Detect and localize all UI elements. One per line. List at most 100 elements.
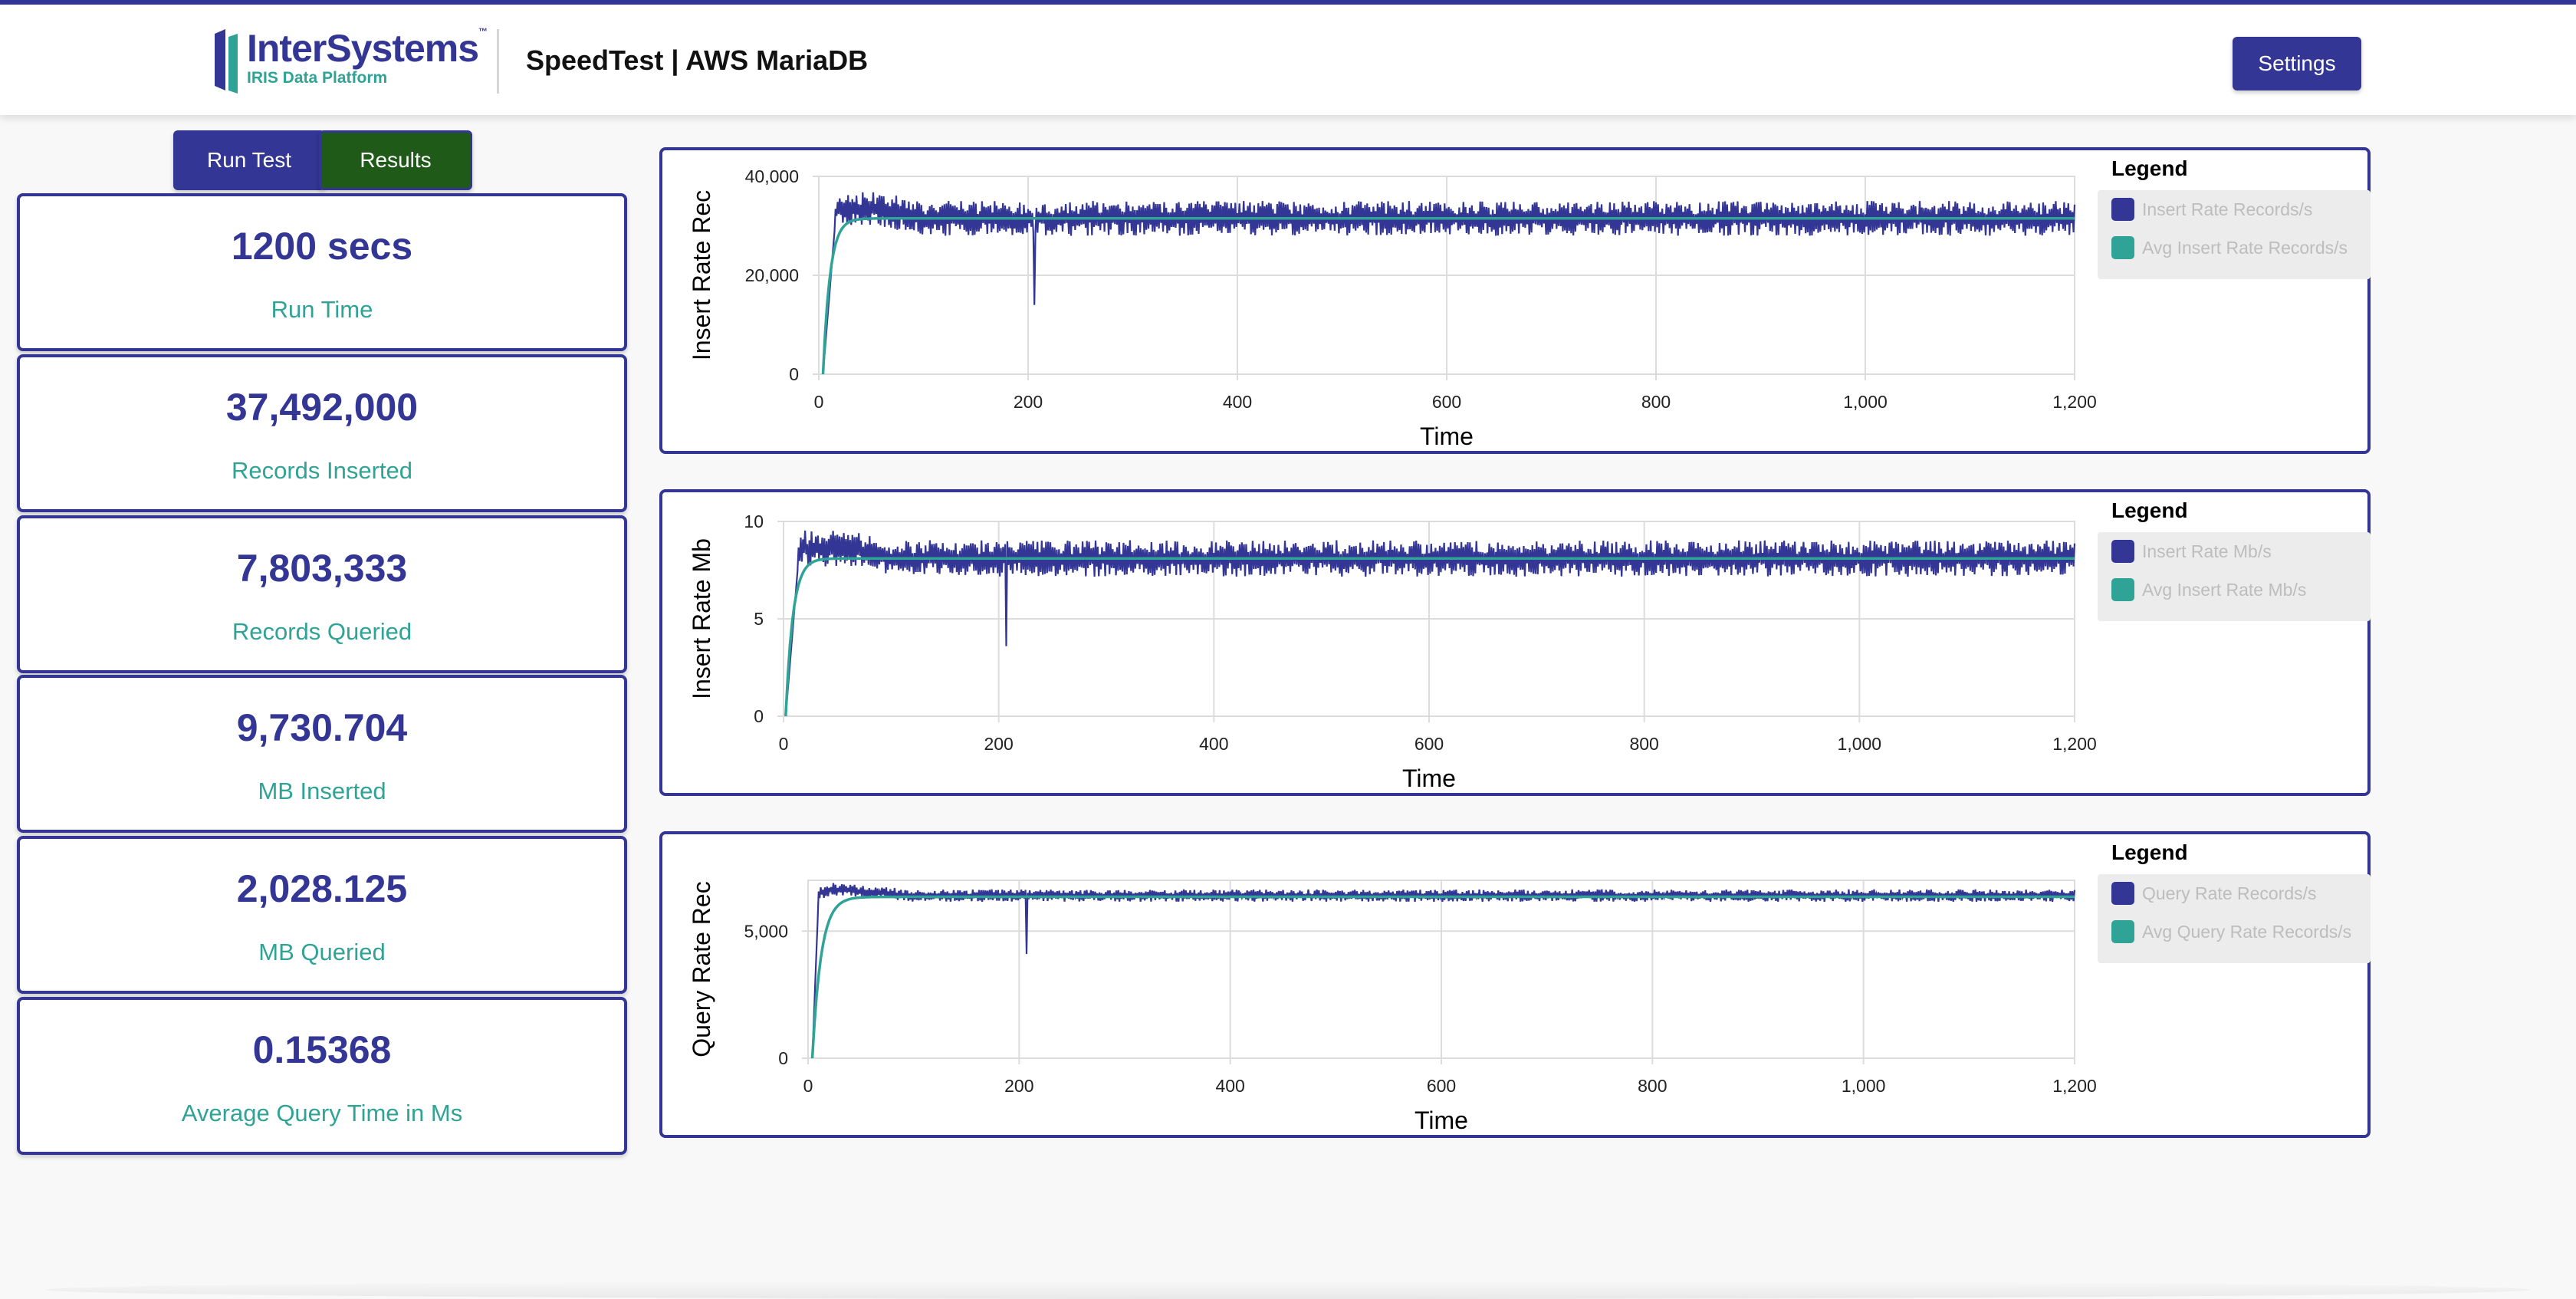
legend-label: Avg Insert Rate Records/s xyxy=(2142,237,2348,258)
y-tick-label: 5 xyxy=(754,609,764,629)
logo-mark-icon xyxy=(215,29,238,94)
brand-subtitle: IRIS Data Platform xyxy=(247,69,388,87)
series-line-raw xyxy=(811,883,2076,1059)
legend: Insert Rate Mb/s Avg Insert Rate Mb/s xyxy=(2098,532,2371,621)
series-line-avg xyxy=(810,895,2075,1059)
series-line-raw xyxy=(822,192,2076,375)
series-line-avg xyxy=(821,217,2075,375)
chart-card-insert-rate-mb: 0 200 400 600 800 1,000 1,200 0 5 10 Time Insert Ra… xyxy=(659,489,2371,796)
x-tick-label: 800 xyxy=(1641,392,1671,412)
y-axis-title: Insert Rate Rec xyxy=(688,190,715,360)
legend-label: Insert Rate Records/s xyxy=(2142,199,2313,219)
series-line-avg xyxy=(784,557,2075,717)
x-tick-label: 400 xyxy=(1215,1076,1244,1096)
legend-item[interactable]: Insert Rate Mb/s xyxy=(2111,538,2272,564)
legend: Insert Rate Records/s Avg Insert Rate Re… xyxy=(2098,190,2371,279)
stat-value: 9,730.704 xyxy=(236,706,408,749)
legend-title: Legend xyxy=(2111,498,2188,522)
stat-label: Run Time xyxy=(271,296,373,323)
y-tick-label: 0 xyxy=(778,1048,788,1068)
x-tick-label: 600 xyxy=(1427,1076,1456,1096)
y-tick-label: 40,000 xyxy=(745,166,799,186)
app-header: InterSystems™ IRIS Data Platform SpeedTe… xyxy=(0,5,2576,115)
header-divider xyxy=(497,29,499,94)
y-tick-label: 20,000 xyxy=(745,265,799,285)
page-title: SpeedTest | AWS MariaDB xyxy=(526,44,869,76)
chart-query-rate-records: 0 200 400 600 800 1,000 1,200 0 5,000 Time Query R… xyxy=(688,880,2097,1134)
stat-card-run-time: 1200 secs Run Time xyxy=(17,193,627,351)
stat-card-mb-queried: 2,028.125 MB Queried xyxy=(17,836,627,994)
stat-label: MB Inserted xyxy=(258,778,386,804)
legend-item[interactable]: Query Rate Records/s xyxy=(2111,880,2317,906)
page-bottom-shadow xyxy=(46,1281,2530,1299)
legend-item[interactable]: Avg Insert Rate Records/s xyxy=(2111,235,2348,261)
chart-insert-rate-mb: 0 200 400 600 800 1,000 1,200 0 5 10 Time Insert Ra… xyxy=(688,511,2097,792)
x-tick-label: 1,200 xyxy=(2052,392,2097,412)
settings-button[interactable]: Settings xyxy=(2233,37,2361,90)
run-test-button[interactable]: Run Test xyxy=(173,130,325,190)
x-tick-label: 1,000 xyxy=(1842,1076,1886,1096)
legend-item[interactable]: Avg Query Rate Records/s xyxy=(2111,919,2351,945)
legend-title: Legend xyxy=(2111,156,2188,180)
y-axis-title: Query Rate Rec xyxy=(688,881,715,1057)
legend-swatch xyxy=(2111,540,2134,563)
x-tick-label: 600 xyxy=(1414,734,1444,754)
x-tick-label: 0 xyxy=(779,734,789,754)
y-tick-label: 0 xyxy=(789,364,799,384)
y-tick-label: 5,000 xyxy=(744,921,788,941)
legend-label: Avg Insert Rate Mb/s xyxy=(2142,579,2307,600)
stat-value: 7,803,333 xyxy=(236,547,408,590)
brand-name: InterSystems™ xyxy=(247,26,488,70)
top-accent-bar xyxy=(0,0,2576,5)
x-tick-label: 600 xyxy=(1432,392,1461,412)
x-tick-label: 800 xyxy=(1629,734,1658,754)
legend-item[interactable]: Avg Insert Rate Mb/s xyxy=(2111,577,2306,603)
chart-card-query-rate-records: 0 200 400 600 800 1,000 1,200 0 5,000 Time Query R… xyxy=(659,831,2371,1138)
x-tick-label: 200 xyxy=(1014,392,1043,412)
x-tick-label: 400 xyxy=(1223,392,1252,412)
stat-card-records-queried: 7,803,333 Records Queried xyxy=(17,515,627,673)
stat-value: 2,028.125 xyxy=(236,867,408,910)
legend-label: Insert Rate Mb/s xyxy=(2142,541,2272,561)
stat-value: 37,492,000 xyxy=(225,386,419,429)
stat-value: 1200 secs xyxy=(231,225,413,268)
y-tick-label: 10 xyxy=(744,511,764,531)
legend-swatch xyxy=(2111,198,2134,221)
stat-card-mb-inserted: 9,730.704 MB Inserted xyxy=(17,675,627,833)
stat-label: Records Queried xyxy=(232,618,412,645)
x-axis-title: Time xyxy=(1402,765,1456,792)
x-tick-label: 800 xyxy=(1638,1076,1667,1096)
legend-item[interactable]: Insert Rate Records/s xyxy=(2111,196,2312,222)
legend-label: Query Rate Records/s xyxy=(2142,883,2317,903)
legend-label: Avg Query Rate Records/s xyxy=(2142,921,2352,942)
x-tick-label: 1,000 xyxy=(1843,392,1888,412)
x-tick-label: 1,000 xyxy=(1838,734,1882,754)
stat-card-avg-query-time: 0.15368 Average Query Time in Ms xyxy=(17,997,627,1155)
results-button[interactable]: Results xyxy=(319,130,472,190)
y-tick-label: 0 xyxy=(754,706,764,726)
legend-swatch xyxy=(2111,920,2134,943)
stat-card-records-inserted: 37,492,000 Records Inserted xyxy=(17,354,627,512)
legend: Query Rate Records/s Avg Query Rate Reco… xyxy=(2098,874,2371,963)
stat-label: Records Inserted xyxy=(231,457,413,484)
y-axis-title: Insert Rate Mb xyxy=(688,538,715,699)
legend-title: Legend xyxy=(2111,840,2188,864)
x-tick-label: 400 xyxy=(1199,734,1228,754)
chart-card-insert-rate-records: 0 200 400 600 800 1,000 1,200 0 20,000 40,000 Time… xyxy=(659,147,2371,454)
stat-label: MB Queried xyxy=(258,939,386,965)
chart-insert-rate-records: 0 200 400 600 800 1,000 1,200 0 20,000 40,000 Time… xyxy=(688,166,2097,450)
x-tick-label: 0 xyxy=(814,392,824,412)
legend-swatch xyxy=(2111,236,2134,259)
x-tick-label: 200 xyxy=(1004,1076,1033,1096)
x-tick-label: 1,200 xyxy=(2052,734,2097,754)
intersystems-logo: InterSystems™ IRIS Data Platform xyxy=(212,26,488,95)
stat-value: 0.15368 xyxy=(252,1028,392,1071)
legend-swatch xyxy=(2111,882,2134,905)
legend-swatch xyxy=(2111,578,2134,601)
x-tick-label: 200 xyxy=(984,734,1013,754)
stat-label: Average Query Time in Ms xyxy=(181,1100,463,1126)
x-axis-title: Time xyxy=(1414,1107,1468,1134)
x-tick-label: 1,200 xyxy=(2052,1076,2097,1096)
x-axis-title: Time xyxy=(1420,423,1474,450)
x-tick-label: 0 xyxy=(803,1076,813,1096)
